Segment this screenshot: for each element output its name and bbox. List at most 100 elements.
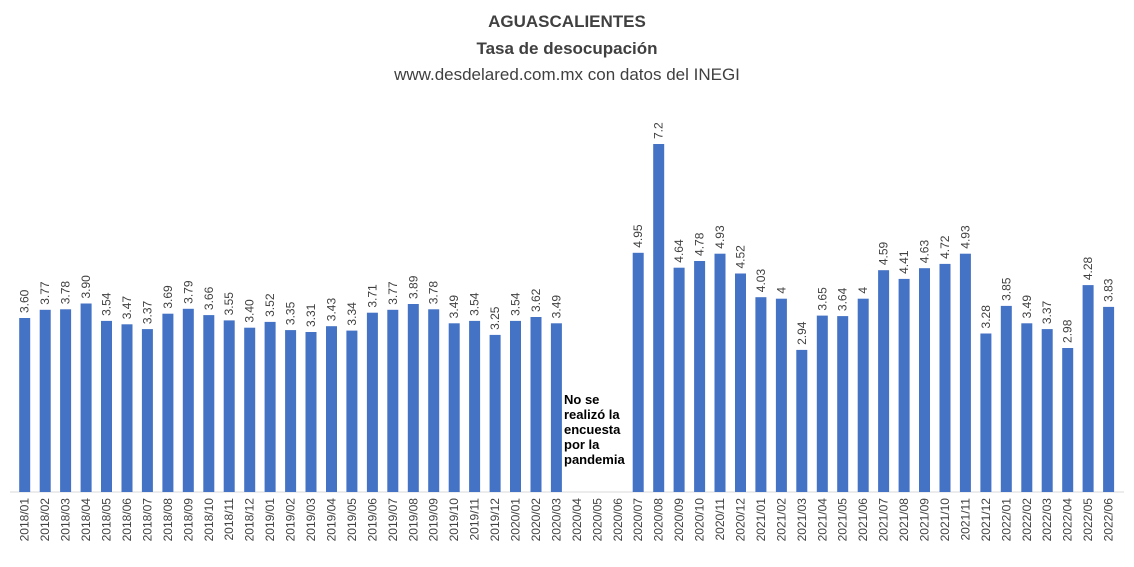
bar: [101, 320, 112, 492]
bar: [837, 316, 849, 492]
x-tick-label: 2022/04: [1061, 498, 1075, 542]
chart-subtitle: Tasa de desocupación: [476, 39, 658, 58]
bar: [510, 320, 521, 492]
x-tick-label: 2020/06: [611, 498, 625, 542]
bar: [448, 323, 460, 492]
data-label: 3.89: [406, 275, 420, 299]
data-label: 3.65: [815, 287, 829, 311]
data-label: 3.35: [284, 301, 298, 325]
x-tick-label: 2019/06: [365, 498, 379, 542]
bar: [1041, 329, 1053, 492]
x-tick-label: 2018/08: [161, 498, 175, 542]
x-tick-label: 2019/02: [284, 498, 298, 542]
x-tick-label: 2020/12: [733, 498, 747, 542]
data-label: 3.43: [324, 298, 338, 322]
data-label: 3.69: [161, 285, 175, 309]
x-tick-label: 2021/03: [795, 498, 809, 542]
x-tick-label: 2020/05: [590, 498, 604, 542]
x-tick-label: 2018/11: [222, 498, 236, 541]
bar: [346, 330, 358, 492]
data-label: 4.72: [938, 235, 952, 259]
bar: [39, 309, 51, 492]
x-tick-label: 2022/03: [1040, 498, 1054, 542]
x-tick-label: 2019/12: [488, 498, 502, 542]
bar: [469, 320, 481, 492]
x-tick-label: 2021/04: [815, 498, 829, 542]
bar: [816, 315, 828, 492]
x-tick-label: 2019/04: [324, 498, 338, 542]
bar: [121, 324, 133, 492]
x-tick-label: 2020/07: [631, 498, 645, 542]
data-label: 3.28: [979, 305, 993, 329]
x-tick-label: 2018/09: [181, 498, 195, 542]
data-label: 3.54: [100, 292, 114, 316]
bar: [898, 278, 910, 492]
bar: [959, 253, 971, 492]
x-tick-label: 2021/09: [918, 498, 932, 542]
x-tick-label: 2022/01: [999, 498, 1013, 542]
x-tick-label: 2021/12: [979, 498, 993, 542]
data-label: 3.83: [1102, 278, 1116, 302]
bar: [775, 298, 787, 492]
data-label: 3.52: [263, 293, 277, 317]
data-label: 3.55: [222, 292, 236, 316]
x-tick-label: 2020/11: [713, 498, 727, 541]
bar: [735, 273, 746, 492]
data-label: 3.49: [549, 295, 563, 319]
data-label: 4: [774, 287, 788, 294]
data-label: 3.71: [365, 284, 379, 308]
bar: [550, 323, 562, 492]
x-tick-label: 2019/07: [386, 498, 400, 542]
data-label: 3.49: [1020, 295, 1034, 319]
x-tick-label: 2019/01: [263, 498, 277, 542]
bar: [1021, 323, 1033, 492]
x-tick-label: 2020/08: [652, 498, 666, 542]
bar: [305, 332, 317, 492]
data-label: 3.66: [202, 286, 216, 310]
bar: [673, 267, 685, 492]
bar: [632, 252, 644, 492]
data-label: 3.34: [345, 302, 359, 326]
x-tick-label: 2021/08: [897, 498, 911, 542]
data-label: 2.98: [1061, 319, 1075, 343]
x-tick-label: 2019/09: [427, 498, 441, 542]
bar: [1082, 285, 1094, 492]
x-tick-label: 2018/06: [120, 498, 134, 542]
bar: [796, 349, 808, 492]
data-label: 3.60: [18, 289, 32, 313]
x-tick-label: 2019/10: [447, 498, 461, 542]
bar: [1062, 348, 1074, 492]
bar: [387, 309, 399, 492]
bar: [141, 329, 153, 492]
x-tick-label: 2018/07: [140, 498, 154, 542]
data-label: 3.54: [468, 292, 482, 316]
bar: [714, 253, 726, 492]
bar: [694, 261, 706, 492]
data-label: 4.52: [733, 245, 747, 269]
data-label: 3.85: [999, 277, 1013, 301]
data-label: 4.95: [631, 224, 645, 248]
data-label: 4.64: [672, 239, 686, 263]
x-tick-label: 2018/03: [59, 498, 73, 542]
data-label: 7.2: [652, 122, 666, 139]
x-tick-label: 2021/06: [856, 498, 870, 542]
bar: [80, 303, 92, 492]
data-label: 4.03: [754, 269, 768, 293]
x-tick-label: 2018/05: [100, 498, 114, 542]
data-label: 3.40: [243, 299, 257, 323]
x-tick-label: 2021/01: [754, 498, 768, 542]
bar: [223, 320, 235, 492]
bar: [1000, 305, 1012, 492]
data-label: 3.77: [386, 281, 400, 305]
data-label: 3.47: [120, 296, 134, 320]
data-label: 3.78: [427, 281, 441, 305]
data-label: 3.77: [38, 281, 52, 305]
bar: [162, 313, 174, 492]
x-tick-label: 2020/02: [529, 498, 543, 542]
bar: [19, 318, 31, 492]
data-label: 4.93: [713, 225, 727, 249]
bar: [264, 321, 276, 492]
bar: [489, 334, 501, 492]
